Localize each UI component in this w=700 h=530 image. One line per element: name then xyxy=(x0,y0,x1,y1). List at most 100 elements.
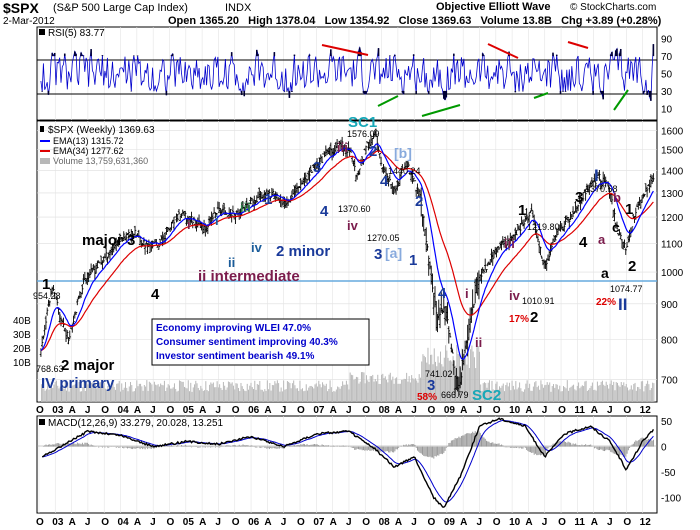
volume-bar xyxy=(45,389,47,402)
low-value: 1354.92 xyxy=(349,15,390,27)
volume-bar xyxy=(206,390,208,402)
volume-bar xyxy=(364,383,366,402)
volume-bar xyxy=(526,380,528,402)
low-label: Low xyxy=(324,15,347,27)
volume-bar xyxy=(529,383,531,402)
ema34-line xyxy=(40,150,654,351)
volume-bar xyxy=(652,382,654,402)
x-tick-label: O xyxy=(232,517,240,528)
x-tick-label: J xyxy=(85,517,91,528)
volume-bar xyxy=(414,378,416,402)
volume-bar xyxy=(298,390,300,402)
volume-bar xyxy=(472,351,474,402)
volume-bar xyxy=(394,378,396,402)
volume-bar xyxy=(323,384,325,402)
volume-bar xyxy=(492,389,494,402)
volume-bar xyxy=(497,389,499,402)
volume-bar xyxy=(546,382,548,402)
volume-bar xyxy=(368,381,370,402)
label-1219: 1219.80 xyxy=(527,222,560,232)
x-tick-label: 09 xyxy=(444,517,456,528)
volume-bar xyxy=(588,389,590,402)
volume-bar xyxy=(178,380,180,402)
rsi-legend: RSI(5) 83.77 xyxy=(48,28,105,39)
volume-bar xyxy=(171,388,173,402)
volume-bar xyxy=(309,385,311,402)
volume-bar xyxy=(495,383,497,402)
volume-bar xyxy=(77,387,79,402)
rsi-line xyxy=(40,44,654,101)
volume-bar xyxy=(145,386,147,402)
volume-bar xyxy=(581,385,583,402)
volume-bar xyxy=(447,357,449,402)
x-tick-label: O xyxy=(623,517,631,528)
volume-bar xyxy=(473,357,475,402)
volume-bar xyxy=(273,385,275,402)
volume-bar xyxy=(468,367,470,402)
volume-bar xyxy=(590,385,592,402)
volume-bar xyxy=(586,390,588,402)
volume-bar xyxy=(303,391,305,402)
volume-bar xyxy=(315,383,317,402)
volume-bar xyxy=(558,389,560,402)
volume-bar xyxy=(423,355,425,402)
volume-bar xyxy=(279,391,281,402)
volume-bar xyxy=(125,382,127,402)
volume-bar xyxy=(493,389,495,402)
rsi-divergence-red-2 xyxy=(487,43,519,59)
volume-bar xyxy=(239,391,241,402)
price-tick-label: 1300 xyxy=(661,189,684,200)
volume-bar xyxy=(442,366,444,402)
price-tick-label: 1100 xyxy=(661,239,683,250)
volume-bar xyxy=(575,390,577,402)
volume-bar xyxy=(450,360,452,402)
volume-bar xyxy=(202,390,204,402)
volume-bar xyxy=(519,382,521,402)
volume-bar xyxy=(629,389,631,402)
volume-bar xyxy=(500,387,502,402)
volume-bar xyxy=(231,382,233,402)
volume-bar xyxy=(310,385,312,402)
x-tick-label: O xyxy=(297,517,305,528)
volume-bar xyxy=(195,380,197,402)
volume-bar xyxy=(176,391,178,402)
volume-bar xyxy=(48,389,50,402)
label-iii-2007: iii xyxy=(337,140,348,155)
x-tick-label: J xyxy=(346,517,352,528)
volume-bar xyxy=(290,388,292,402)
volume-bar xyxy=(496,381,498,402)
volume-bar xyxy=(624,386,626,402)
volume-bar xyxy=(69,388,71,402)
volume-bar xyxy=(378,383,380,402)
volume-bar xyxy=(639,389,641,402)
volume-bar xyxy=(49,388,51,402)
x-tick-label: 11 xyxy=(574,405,585,416)
symbol-title: $SPX xyxy=(3,0,39,16)
volume-bar xyxy=(190,382,192,402)
chart-date: 2-Mar-2012 xyxy=(3,16,55,27)
volume-bar xyxy=(209,384,211,402)
volume-bar xyxy=(638,387,640,402)
volume-bar xyxy=(152,390,154,402)
volume-bar xyxy=(623,382,625,402)
volume-bar xyxy=(295,388,297,402)
volume-bar xyxy=(379,383,381,402)
label-954: 954.28 xyxy=(33,291,61,301)
volume-bar xyxy=(485,383,487,402)
volume-bar xyxy=(196,383,198,402)
price-tick-label: 700 xyxy=(661,376,678,387)
volume-bar xyxy=(499,386,501,402)
volume-bar xyxy=(514,389,516,402)
volume-bar xyxy=(580,386,582,402)
volume-bar xyxy=(374,379,376,402)
volume-bar xyxy=(559,385,561,402)
volume-bar xyxy=(635,390,637,402)
volume-bar xyxy=(185,387,187,402)
volume-bar xyxy=(404,378,406,402)
rsi-divergence-lines xyxy=(321,41,629,117)
volume-bar xyxy=(53,384,55,402)
volume-bar xyxy=(382,373,384,402)
price-tick-label: 1200 xyxy=(661,213,684,224)
x-tick-label: A xyxy=(69,405,76,416)
volume-bar xyxy=(113,387,115,402)
